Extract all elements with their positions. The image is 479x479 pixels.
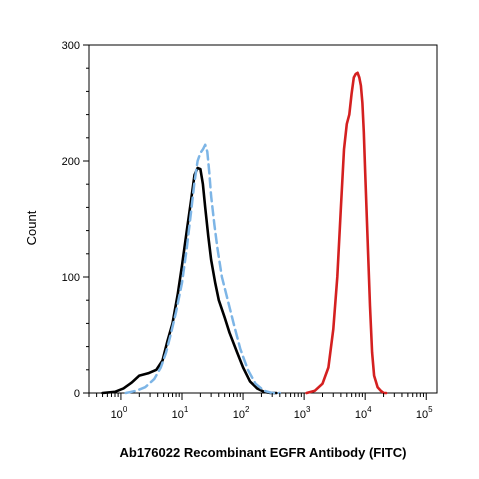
x-tick-label: 102 (233, 405, 250, 421)
y-tick-label: 200 (62, 156, 80, 168)
series-line-1 (101, 166, 278, 395)
x-tick-label: 105 (416, 405, 433, 421)
y-tick-label: 100 (62, 272, 80, 284)
y-tick-label: 300 (62, 40, 80, 52)
x-tick-label: 100 (111, 405, 128, 421)
series-layer (101, 71, 388, 395)
series-line-3 (305, 71, 388, 395)
y-tick-label: 0 (74, 388, 80, 400)
series-line-2 (124, 143, 282, 395)
x-axis-title: Ab176022 Recombinant EGFR Antibody (FITC… (120, 445, 407, 460)
plot-frame (88, 44, 438, 394)
x-axis: 100 101 102 103 104 105 (88, 393, 433, 421)
x-tick-label: 104 (355, 405, 372, 421)
x-tick-label: 103 (294, 405, 311, 421)
y-axis: 0 100 200 300 (62, 40, 89, 400)
x-tick-label: 101 (172, 405, 189, 421)
y-axis-title: Count (24, 210, 39, 245)
